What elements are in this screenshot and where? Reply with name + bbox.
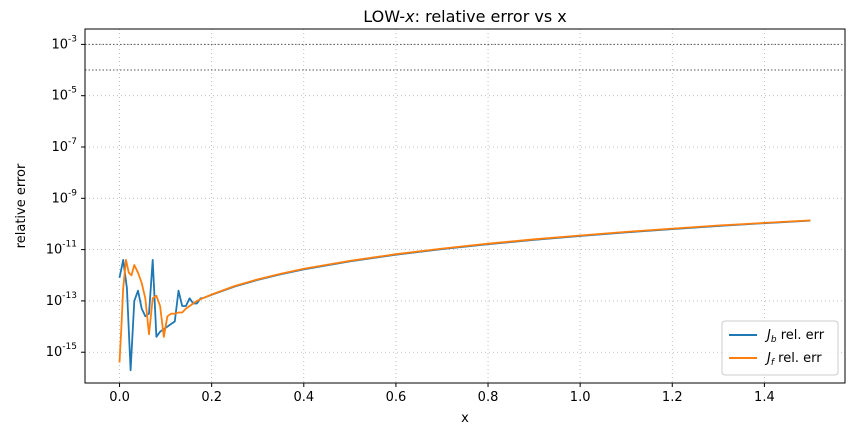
x-tick-label: 0.2 [201,390,222,405]
x-tick-label: 1.0 [570,390,591,405]
x-tick-label: 0.4 [293,390,314,405]
series-lines [118,219,811,372]
y-tick-label: 10-3 [51,34,77,52]
y-tick-label: 10-13 [46,291,77,309]
x-tick-label: 1.4 [754,390,775,405]
series-line-jf [118,219,811,363]
legend-jb-suffix: rel. err [777,328,825,343]
y-tick-label: 10-5 [51,86,77,104]
y-tick-label: 10-9 [51,188,77,206]
x-tick-label: 0.0 [109,390,130,405]
chart-title-post: : relative error vs x [415,7,567,26]
legend-jb-subscript: b [771,335,777,345]
x-tick-label: 1.2 [662,390,683,405]
plot-frame [84,28,846,384]
y-tick-label: 10-11 [46,240,77,258]
chart-title-var: x [404,7,415,26]
legend-label-jb: Jb rel. err [764,328,825,345]
legend-jb-symbol: J [764,328,771,343]
y-axis-label: relative error [14,163,29,248]
legend-jf-symbol: J [764,351,771,366]
x-axis-label: x [461,411,469,426]
chart-title: LOW-x: relative error vs x [363,7,566,26]
legend-jf-subscript: f [771,358,776,368]
y-tick-label: 10-7 [51,137,77,155]
grid [85,29,845,383]
x-tick-label: 0.6 [386,390,407,405]
reference-lines [85,43,845,71]
x-axis-ticks: 0.0 0.2 0.4 0.6 0.8 1.0 1.2 1.4 [109,383,775,405]
x-tick-label: 0.8 [478,390,499,405]
chart-title-pre: LOW- [363,7,405,26]
legend-jf-suffix: rel. err [774,351,822,366]
y-axis-ticks: 10-3 10-5 10-7 10-9 10-11 10-13 10-15 [46,34,85,360]
legend: Jb rel. err Jf rel. err [721,320,839,376]
y-tick-label: 10-15 [46,342,77,360]
legend-label-jf: Jf rel. err [764,351,822,368]
